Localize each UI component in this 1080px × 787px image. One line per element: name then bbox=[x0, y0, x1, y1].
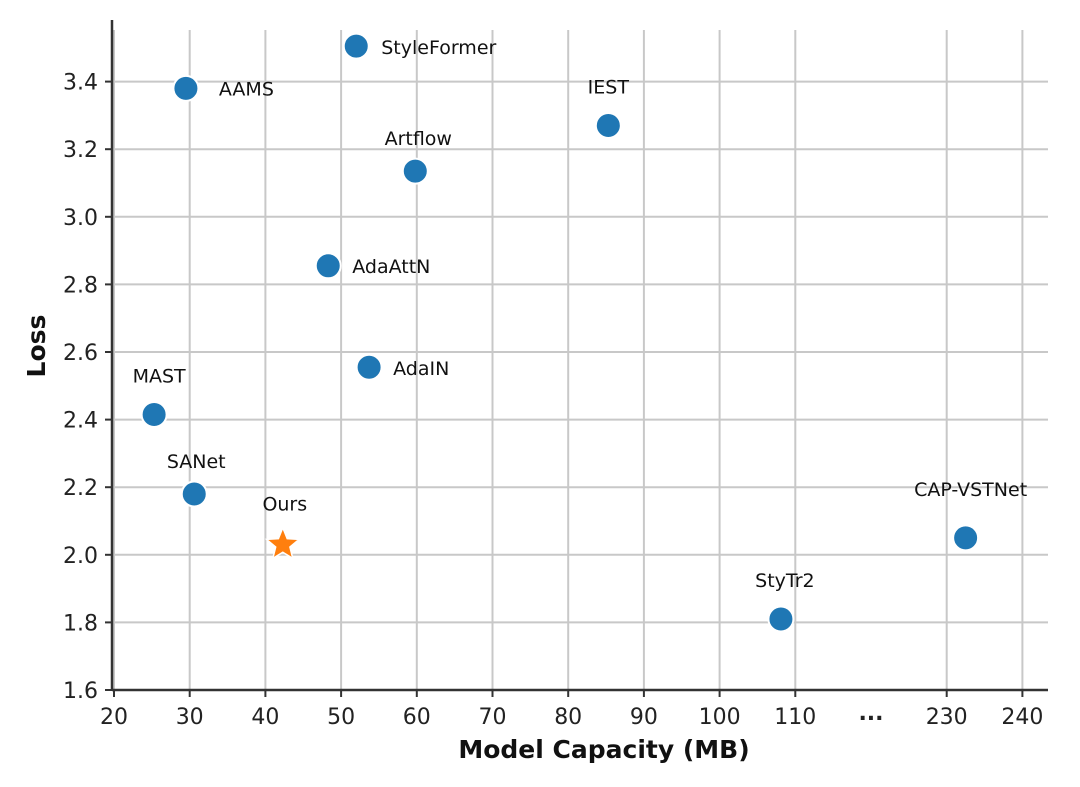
y-tick-label: 3.4 bbox=[63, 71, 98, 96]
grid-lines bbox=[112, 30, 1048, 691]
label-artflow: Artflow bbox=[385, 128, 452, 150]
label-adain: AdaIN bbox=[393, 358, 449, 380]
label-styleformer: StyleFormer bbox=[381, 37, 496, 59]
label-stytr2: StyTr2 bbox=[755, 570, 814, 592]
point-aams bbox=[172, 74, 200, 102]
x-tick-label: 110 bbox=[774, 705, 816, 730]
y-axis-title: Loss bbox=[22, 315, 51, 378]
x-tick-label: 30 bbox=[176, 705, 204, 730]
y-tick-label: 2.0 bbox=[63, 544, 98, 569]
label-ours: Ours bbox=[262, 494, 307, 516]
x-tick-label: 230 bbox=[926, 705, 968, 730]
point-adaattn bbox=[314, 252, 342, 280]
label-adaattn: AdaAttN bbox=[352, 256, 430, 278]
y-tick-label: 2.2 bbox=[63, 476, 98, 501]
x-tick-label: 50 bbox=[327, 705, 355, 730]
x-tick-label: 20 bbox=[100, 705, 128, 730]
x-tick-label: 100 bbox=[699, 705, 741, 730]
label-iest: IEST bbox=[588, 77, 630, 99]
tick-labels: 20 30 40 50 60 70 80 90 100 110... 230 240 1.6 1.8 2.0… bbox=[63, 71, 1043, 730]
y-tick-label: 3.2 bbox=[63, 138, 98, 163]
label-aams: AAMS bbox=[219, 78, 274, 100]
point-adain bbox=[355, 353, 383, 381]
label-mast: MAST bbox=[133, 366, 186, 388]
x-tick-label: 40 bbox=[251, 705, 279, 730]
point-styleformer bbox=[342, 32, 370, 60]
point-ours-star bbox=[264, 525, 301, 561]
x-axis-title: Model Capacity (MB) bbox=[458, 735, 749, 764]
point-mast bbox=[140, 401, 168, 429]
y-tick-label: 2.4 bbox=[63, 409, 98, 434]
y-tick-label: 2.8 bbox=[63, 273, 98, 298]
point-artflow bbox=[401, 157, 429, 185]
x-tick-label: 80 bbox=[554, 705, 582, 730]
point-iest bbox=[594, 112, 622, 140]
data-points: StyleFormer AAMS IEST Artflow AdaAttN AdaIN MA… bbox=[133, 32, 1027, 633]
axes bbox=[105, 20, 1048, 697]
x-tick-label: 240 bbox=[1001, 705, 1043, 730]
point-stytr2 bbox=[767, 605, 795, 633]
x-tick-label: 90 bbox=[630, 705, 658, 730]
y-tick-label: 2.6 bbox=[63, 341, 98, 366]
point-cap-vstnet bbox=[952, 524, 980, 552]
y-tick-label: 1.6 bbox=[63, 679, 98, 704]
y-tick-label: 3.0 bbox=[63, 206, 98, 231]
point-sanet bbox=[180, 480, 208, 508]
y-tick-label: 1.8 bbox=[63, 611, 98, 636]
x-tick-label: 60 bbox=[403, 705, 431, 730]
x-axis-break-ellipsis: ... bbox=[858, 701, 883, 726]
x-tick-label: 70 bbox=[479, 705, 507, 730]
label-sanet: SANet bbox=[167, 451, 226, 473]
label-cap-vstnet: CAP-VSTNet bbox=[914, 479, 1027, 501]
